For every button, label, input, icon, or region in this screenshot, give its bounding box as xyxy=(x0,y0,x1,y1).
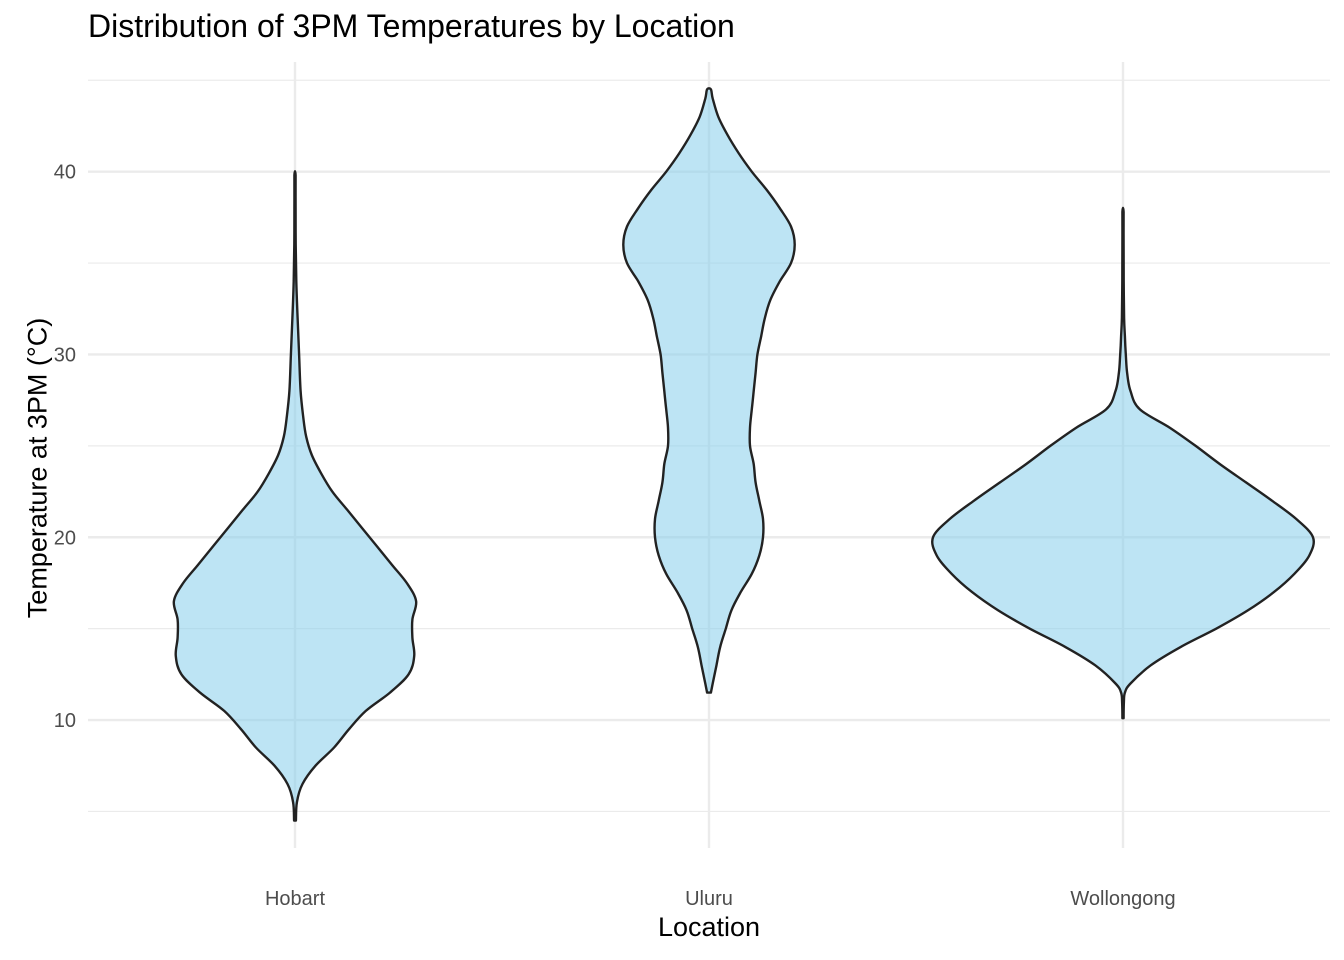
y-tick-label: 20 xyxy=(54,527,76,549)
y-axis-label: Temperature at 3PM (°C) xyxy=(22,317,53,619)
y-tick-label: 10 xyxy=(54,710,76,732)
chart-title: Distribution of 3PM Temperatures by Loca… xyxy=(88,8,735,44)
violin-uluru xyxy=(622,87,796,694)
y-tick-label: 40 xyxy=(54,162,76,184)
violin-hobart xyxy=(172,169,418,822)
y-tick-label: 30 xyxy=(54,344,76,366)
x-tick-label: Uluru xyxy=(685,888,733,910)
violin-wollongong xyxy=(931,206,1315,720)
x-tick-labels: Hobart Uluru Wollongong xyxy=(265,888,1176,910)
violins xyxy=(172,87,1315,822)
x-tick-label: Wollongong xyxy=(1070,888,1175,910)
y-tick-labels: 10 20 30 40 xyxy=(54,162,76,732)
x-tick-label: Hobart xyxy=(265,888,325,910)
x-axis-label: Location xyxy=(657,912,761,942)
